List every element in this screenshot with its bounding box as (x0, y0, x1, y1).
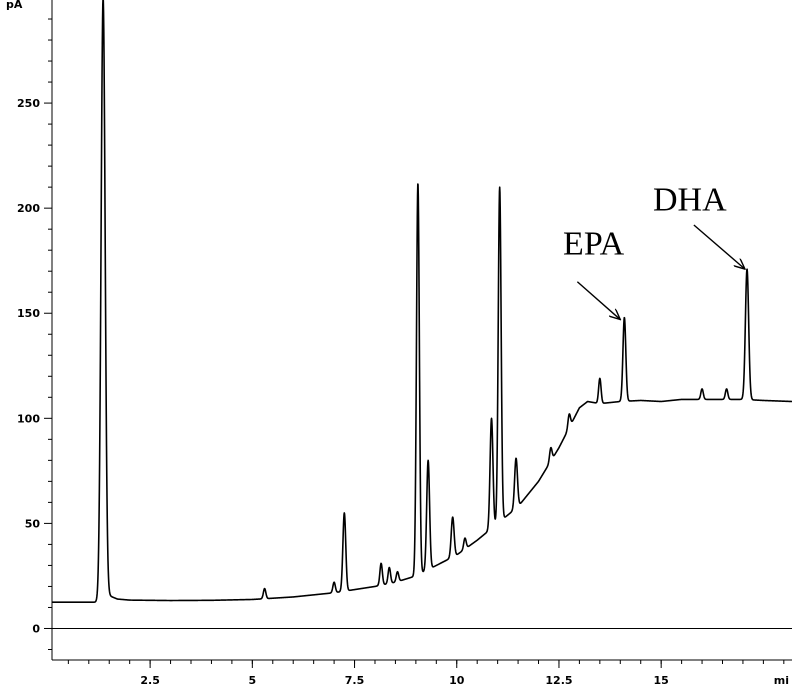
y-tick-label: 150 (17, 307, 40, 320)
annotation-label-epa: EPA (563, 225, 625, 262)
annotation-label-dha: DHA (653, 181, 727, 218)
axes: 0 50 100 150 200 250 pA 2.5 5 7.5 10 12.5 15 mi (6, 0, 792, 687)
x-unit-label: mi (774, 674, 789, 687)
annotations: EPA DHA (563, 181, 745, 319)
x-tick-label: 7.5 (345, 674, 365, 687)
y-tick-label: 100 (17, 412, 40, 425)
annotation-arrow-dha (693, 224, 745, 269)
y-tick-label: 250 (17, 97, 40, 110)
trace-line (51, 0, 792, 604)
x-tick-label: 5 (249, 674, 257, 687)
trace-area (51, 0, 792, 604)
x-tick-label: 10 (449, 674, 465, 687)
x-tick-label: 15 (654, 674, 669, 687)
y-unit-label: pA (6, 0, 23, 11)
y-tick-label: 50 (25, 517, 41, 530)
y-tick-label: 200 (17, 202, 40, 215)
annotation-arrow-epa (576, 281, 620, 320)
y-tick-label: 0 (32, 622, 40, 635)
x-tick-label: 2.5 (140, 674, 160, 687)
x-tick-label: 12.5 (545, 674, 572, 687)
